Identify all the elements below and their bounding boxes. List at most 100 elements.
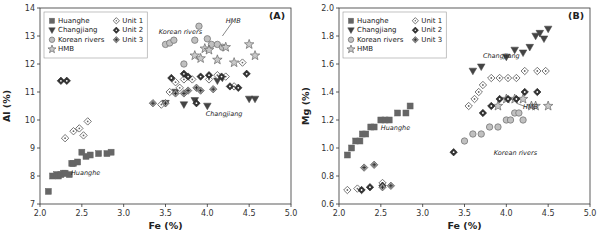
scatter-point (477, 64, 485, 71)
scatter-point (80, 132, 87, 139)
marker-shape (513, 95, 520, 102)
legend-item: Unit 1 (412, 17, 442, 25)
marker-shape (49, 37, 54, 42)
marker-shape (496, 95, 503, 102)
marker-shape (370, 161, 377, 168)
scatter-point (87, 152, 93, 158)
scatter-point (75, 159, 81, 165)
y-tick-label: 1.6 (321, 60, 334, 69)
marker-shape (344, 152, 350, 158)
marker-dot (216, 74, 218, 76)
marker-dot (482, 84, 484, 86)
plot-frame (40, 8, 291, 204)
marker-shape (357, 138, 363, 144)
marker-shape (213, 55, 223, 64)
y-tick (336, 120, 339, 121)
marker-shape (349, 145, 355, 151)
marker-shape (176, 84, 183, 91)
marker-dot (490, 105, 492, 107)
legend-swatch (113, 18, 119, 24)
marker-dot (179, 87, 181, 89)
marker-shape (387, 182, 394, 189)
scatter-point (387, 182, 394, 189)
y-tick-label: 14 (25, 4, 35, 13)
marker-shape (513, 74, 520, 81)
marker-shape (197, 73, 204, 80)
marker-shape (192, 37, 198, 43)
marker-shape (168, 74, 175, 81)
marker-shape (540, 36, 548, 43)
marker-shape (49, 18, 54, 23)
x-tick-label: 3.5 (159, 209, 172, 218)
x-tick-label: 5.0 (584, 209, 597, 218)
scatter-point (197, 87, 204, 94)
legend-item: Unit 1 (113, 17, 143, 25)
legend-item: Huanghe (348, 17, 388, 25)
x-tick (548, 204, 549, 207)
marker-dot (246, 73, 248, 75)
marker-shape (386, 117, 392, 123)
marker-shape (229, 58, 239, 67)
marker-shape (363, 131, 369, 137)
marker-shape (184, 87, 191, 94)
marker-dot (183, 79, 185, 81)
scatter-point (504, 95, 511, 102)
marker-shape (218, 73, 225, 80)
x-tick-label: 2.0 (333, 209, 346, 218)
scatter-point (166, 88, 173, 95)
marker-shape (84, 118, 91, 125)
marker-dot (536, 70, 538, 72)
legend: HuangheChangjiangKorean riversHMBUnit 1U… (343, 12, 446, 58)
legend-swatch (49, 28, 55, 34)
marker-shape (180, 102, 188, 109)
marker-shape (358, 186, 365, 193)
y-tick-label: 0.6 (321, 200, 334, 209)
legend-swatch (347, 45, 355, 53)
legend-item: HMB (347, 45, 373, 53)
legend-frame (343, 12, 446, 58)
marker-dot (499, 77, 501, 79)
marker-shape (486, 124, 492, 130)
scatter-point (84, 118, 91, 125)
marker-shape (149, 100, 156, 107)
marker-shape (360, 164, 367, 171)
marker-dot (515, 77, 517, 79)
legend-item: Huanghe (49, 17, 89, 25)
legend-label: Unit 3 (122, 36, 143, 44)
scatter-point (403, 110, 409, 116)
marker-shape (221, 42, 231, 51)
scatter-point (478, 131, 484, 137)
scatter-point (358, 186, 365, 193)
x-tick (464, 204, 465, 207)
marker-shape (48, 45, 56, 53)
marker-dot (169, 91, 171, 93)
legend-label: Unit 3 (421, 36, 442, 44)
scatter-point (108, 149, 114, 155)
scatter-point (235, 84, 242, 91)
scatter-point (192, 37, 198, 43)
marker-shape (504, 74, 511, 81)
scatter-point (486, 124, 492, 130)
marker-shape (196, 53, 206, 62)
panel: 2.02.53.03.54.04.55.00.60.81.01.21.41.61… (300, 4, 596, 231)
marker-dot (507, 98, 509, 100)
x-tick-label: 2.0 (34, 209, 47, 218)
legend-item: Changjiang (49, 26, 98, 34)
marker-shape (521, 88, 528, 95)
marker-shape (162, 100, 169, 107)
y-tick-label: 9 (30, 144, 35, 153)
x-tick-label: 5.0 (285, 209, 298, 218)
scatter-point (162, 100, 169, 107)
marker-dot (499, 98, 501, 100)
legend: HuangheChangjiangKorean riversHMBUnit 1U… (44, 12, 147, 58)
legend-item: Unit 3 (412, 36, 442, 44)
scatter-point (193, 100, 200, 107)
scatter-point (470, 131, 476, 137)
scatter-point (244, 39, 254, 48)
marker-dot (175, 81, 177, 83)
scatter-point (534, 88, 541, 95)
scatter-point (221, 42, 231, 51)
marker-shape (171, 37, 177, 43)
legend-label: Korean rivers (58, 36, 105, 44)
scatter-point (469, 68, 477, 75)
